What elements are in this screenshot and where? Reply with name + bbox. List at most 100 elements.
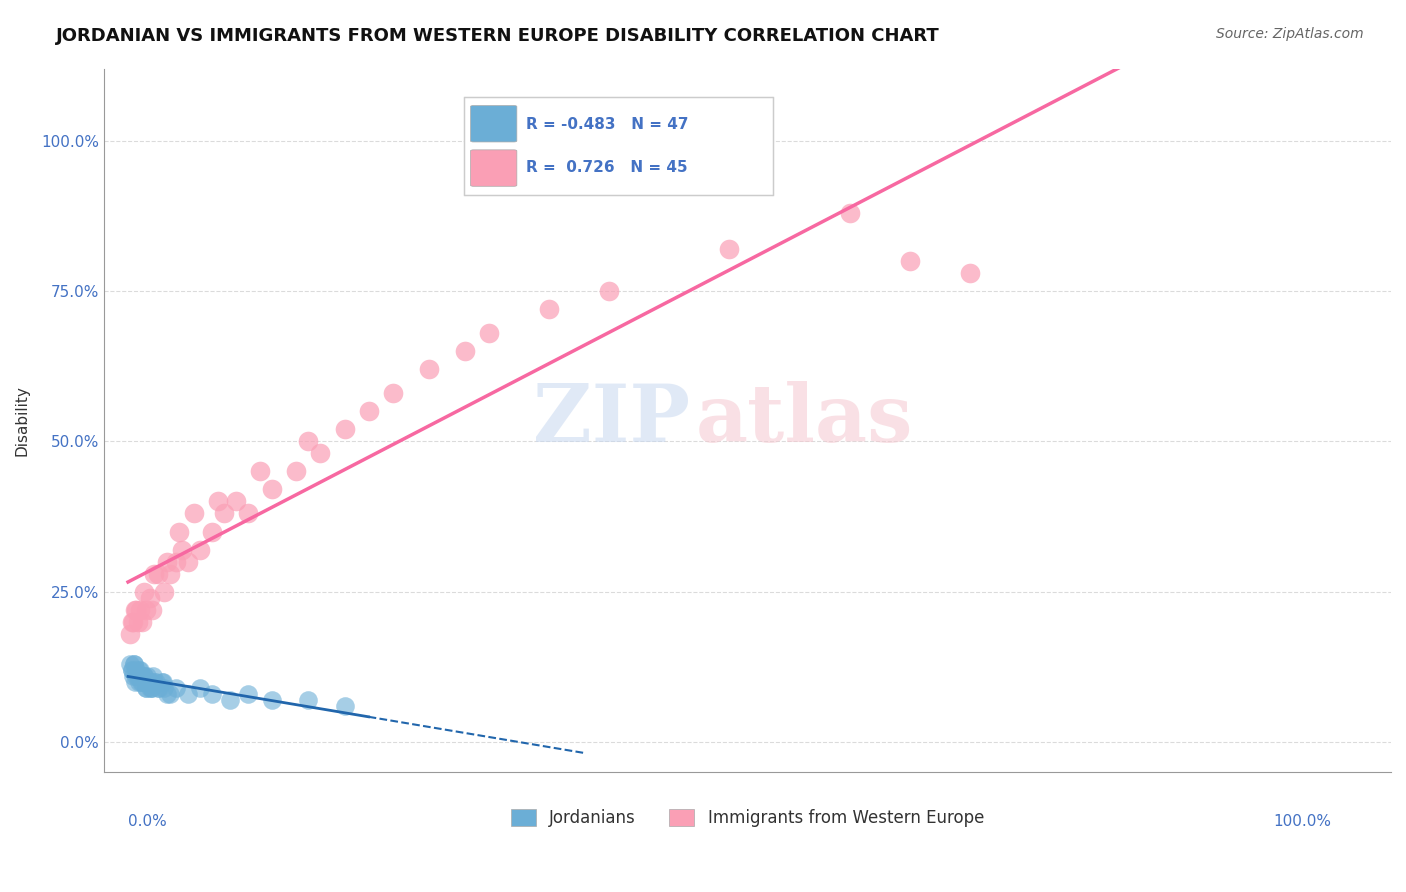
Point <box>262 693 284 707</box>
Point <box>188 681 211 695</box>
Point <box>136 669 159 683</box>
Point <box>201 687 224 701</box>
Point <box>129 674 152 689</box>
Point <box>838 206 860 220</box>
Point <box>165 681 187 695</box>
Point <box>135 681 157 695</box>
Point <box>159 687 181 701</box>
Point <box>333 698 356 713</box>
Point <box>297 693 319 707</box>
Point <box>122 657 145 671</box>
Point <box>143 566 166 581</box>
Point <box>122 657 145 671</box>
Point <box>167 524 190 539</box>
Point <box>139 674 162 689</box>
Text: Source: ZipAtlas.com: Source: ZipAtlas.com <box>1216 27 1364 41</box>
Text: 100.0%: 100.0% <box>1272 814 1331 830</box>
Point <box>132 669 155 683</box>
Point <box>125 669 148 683</box>
Point <box>898 254 921 268</box>
Point <box>146 566 169 581</box>
Point <box>148 681 170 695</box>
Point <box>959 266 981 280</box>
Text: ZIP: ZIP <box>533 381 689 459</box>
Point <box>135 681 157 695</box>
Point <box>121 663 143 677</box>
Point <box>249 464 271 478</box>
Point <box>129 603 152 617</box>
Point <box>155 555 177 569</box>
Point <box>125 663 148 677</box>
Point <box>138 591 160 605</box>
Point <box>188 542 211 557</box>
Point <box>155 687 177 701</box>
Point <box>127 615 149 629</box>
Point <box>262 483 284 497</box>
Point <box>128 674 150 689</box>
Point <box>177 555 200 569</box>
Point <box>138 681 160 695</box>
Point <box>120 657 142 671</box>
Point <box>152 674 174 689</box>
Point <box>138 674 160 689</box>
Point <box>141 681 163 695</box>
Point <box>333 422 356 436</box>
Point <box>165 555 187 569</box>
Point <box>121 615 143 629</box>
Point <box>121 615 143 629</box>
Point <box>121 669 143 683</box>
Point <box>285 464 308 478</box>
Point <box>309 446 332 460</box>
Legend: Jordanians, Immigrants from Western Europe: Jordanians, Immigrants from Western Euro… <box>505 803 991 834</box>
Point <box>145 674 167 689</box>
Text: atlas: atlas <box>696 381 914 459</box>
Point <box>153 584 176 599</box>
Point <box>219 693 242 707</box>
Point <box>131 615 153 629</box>
Point <box>146 681 169 695</box>
Point <box>124 674 146 689</box>
Point <box>150 674 173 689</box>
Point <box>225 494 247 508</box>
Point <box>297 434 319 449</box>
Point <box>381 386 404 401</box>
Point <box>598 284 620 298</box>
Point <box>138 674 160 689</box>
Point <box>238 507 260 521</box>
Point <box>143 674 166 689</box>
Point <box>153 681 176 695</box>
Point <box>127 669 149 683</box>
Text: 0.0%: 0.0% <box>128 814 167 830</box>
Point <box>207 494 229 508</box>
Point <box>125 603 148 617</box>
Point <box>454 344 477 359</box>
Point <box>238 687 260 701</box>
Point <box>124 603 146 617</box>
Point <box>135 603 157 617</box>
Point <box>177 687 200 701</box>
Point <box>172 542 194 557</box>
Point <box>134 674 156 689</box>
Point <box>142 669 165 683</box>
Point <box>128 663 150 677</box>
Point <box>129 669 152 683</box>
Point <box>478 326 501 340</box>
Point <box>141 603 163 617</box>
Point <box>132 584 155 599</box>
Point <box>139 681 162 695</box>
Point <box>418 362 440 376</box>
Text: JORDANIAN VS IMMIGRANTS FROM WESTERN EUROPE DISABILITY CORRELATION CHART: JORDANIAN VS IMMIGRANTS FROM WESTERN EUR… <box>56 27 941 45</box>
Point <box>120 626 142 640</box>
Point <box>212 507 235 521</box>
Point <box>132 669 155 683</box>
Point <box>121 663 143 677</box>
Point <box>131 674 153 689</box>
Point <box>718 242 741 256</box>
Point <box>159 566 181 581</box>
Point <box>129 663 152 677</box>
Point <box>183 507 205 521</box>
Point <box>201 524 224 539</box>
Point <box>537 301 560 316</box>
Point <box>357 404 380 418</box>
Y-axis label: Disability: Disability <box>15 384 30 456</box>
